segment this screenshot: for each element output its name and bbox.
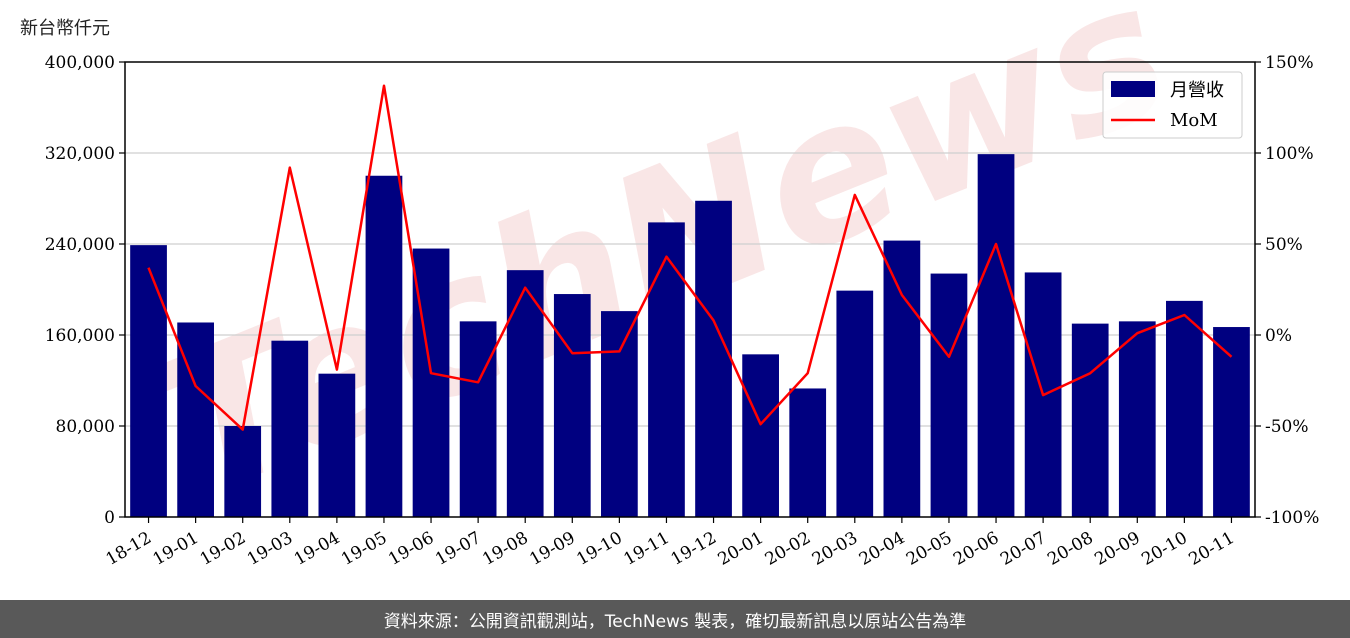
y-axis-left: 0 80,000 160,000 240,000 320,000 400,000: [45, 53, 125, 528]
y-right-tick-label: -100%: [1265, 508, 1319, 528]
y-right-tick-label: 150%: [1265, 53, 1314, 73]
x-tick-label: 20-06: [950, 528, 1002, 570]
legend: 月營收 MoM: [1102, 71, 1243, 139]
footer-text: 資料來源：公開資訊觀測站，TechNews 製表，確切最新訊息以原站公告為準: [383, 611, 967, 632]
bar: [977, 154, 1015, 517]
y-right-tick-label: 100%: [1265, 144, 1314, 164]
y-right-tick-label: 0%: [1265, 326, 1292, 346]
y-axis-unit-label: 新台幣仟元: [20, 18, 110, 39]
bar: [459, 321, 497, 517]
bar: [318, 373, 356, 517]
x-tick-label: 20-11: [1186, 528, 1238, 570]
x-tick-label: 19-10: [573, 528, 625, 570]
x-tick-label: 20-07: [997, 528, 1049, 570]
x-tick-label: 19-09: [526, 528, 578, 570]
x-tick-label: 20-04: [856, 528, 908, 570]
bar: [930, 273, 968, 517]
mom-line: [147, 84, 1233, 431]
x-tick-label: 19-05: [338, 528, 390, 570]
y-left-tick-label: 320,000: [45, 144, 115, 164]
bar: [883, 240, 921, 517]
bar: [1166, 300, 1203, 517]
bar: [365, 175, 403, 517]
x-tick-label: 19-03: [244, 528, 296, 570]
y-right-tick-label: 50%: [1265, 235, 1303, 255]
bar: [1071, 323, 1109, 517]
x-tick-label: 19-07: [432, 528, 484, 570]
bar: [695, 200, 732, 517]
bar: [1213, 327, 1250, 517]
bar: [130, 245, 167, 517]
footer-source-note: 資料來源：公開資訊觀測站，TechNews 製表，確切最新訊息以原站公告為準: [0, 600, 1350, 638]
x-tick-label: 18-12: [103, 528, 155, 570]
bar: [224, 426, 262, 517]
bar: [742, 354, 779, 517]
plot-frame: [124, 61, 1256, 518]
y-axis-right: -100% -50% 0% 50% 100% 150%: [1255, 53, 1319, 528]
revenue-chart: TechNews 080,000160,000240,000320,000400…: [45, 0, 1320, 570]
bar: [271, 340, 309, 517]
legend-bar-swatch: [1111, 81, 1155, 97]
y-left-tick-label: 400,000: [45, 53, 115, 73]
legend-label-revenue: 月營收: [1170, 80, 1224, 101]
y-left-tick-label: 240,000: [45, 235, 115, 255]
x-axis: 18-1219-0119-0219-0319-0419-0519-0619-07…: [103, 517, 1238, 570]
bar: [789, 388, 827, 517]
x-tick-label: 20-02: [762, 528, 814, 570]
bar: [601, 311, 638, 517]
x-tick-label: 20-01: [715, 528, 767, 570]
y-left-tick-label: 0: [104, 508, 115, 528]
x-tick-label: 20-05: [903, 528, 955, 570]
bar-series: [130, 154, 1250, 518]
x-tick-label: 19-11: [621, 528, 673, 570]
bar: [836, 290, 874, 517]
bar: [648, 222, 685, 517]
x-tick-label: 20-03: [809, 528, 861, 570]
x-tick-label: 19-04: [291, 528, 343, 570]
bar: [1118, 321, 1156, 517]
x-tick-label: 19-01: [150, 528, 202, 570]
y-left-tick-label: 160,000: [45, 326, 115, 346]
y-left-tick-label: 80,000: [56, 417, 115, 437]
x-tick-label: 20-08: [1044, 528, 1096, 570]
x-tick-label: 20-10: [1138, 528, 1190, 570]
x-tick-label: 20-09: [1091, 528, 1143, 570]
x-tick-label: 19-12: [668, 528, 720, 570]
grid-lines: [125, 152, 1255, 427]
bar: [553, 294, 591, 517]
x-tick-label: 19-08: [479, 528, 531, 570]
legend-label-mom: MoM: [1170, 110, 1218, 131]
x-tick-label: 19-06: [385, 528, 437, 570]
y-right-tick-label: -50%: [1265, 417, 1309, 437]
